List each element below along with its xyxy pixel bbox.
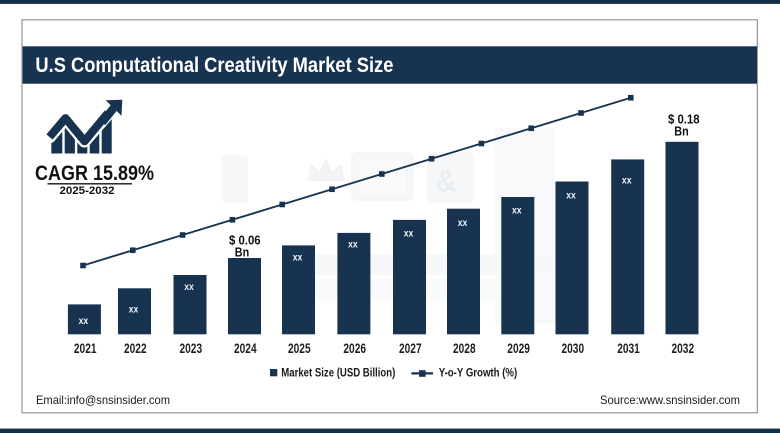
svg-text:xx: xx: [293, 252, 303, 264]
svg-text:xx: xx: [622, 174, 632, 186]
svg-text:&: &: [435, 165, 457, 198]
svg-text:Y-o-Y Growth (%): Y-o-Y Growth (%): [439, 368, 518, 380]
svg-text:xx: xx: [566, 190, 576, 202]
svg-text:$ 0.06: $ 0.06: [229, 234, 261, 248]
svg-text:2023: 2023: [180, 341, 203, 356]
svg-text:2030: 2030: [562, 341, 585, 356]
svg-text:2021: 2021: [74, 341, 97, 356]
svg-text:xx: xx: [184, 281, 194, 293]
svg-text:2026: 2026: [343, 341, 366, 356]
svg-text:Source:www.snsinsider.com: Source:www.snsinsider.com: [600, 394, 740, 407]
svg-text:xx: xx: [404, 228, 414, 240]
svg-text:$ 0.18: $ 0.18: [668, 112, 700, 126]
svg-text:2025: 2025: [288, 341, 311, 356]
svg-text:2032: 2032: [672, 341, 695, 356]
svg-text:2024: 2024: [234, 341, 257, 356]
svg-text:xx: xx: [348, 239, 358, 251]
svg-text:2025-2032: 2025-2032: [60, 185, 115, 197]
svg-text:Market Size (USD Billion): Market Size (USD Billion): [281, 368, 395, 380]
svg-text:xx: xx: [129, 304, 139, 316]
svg-text:Email:info@snsinsider.com: Email:info@snsinsider.com: [36, 394, 170, 407]
svg-text:xx: xx: [79, 315, 89, 327]
svg-text:2027: 2027: [399, 341, 422, 356]
svg-text:2028: 2028: [453, 341, 476, 356]
svg-text:2022: 2022: [124, 341, 147, 356]
svg-text:xx: xx: [458, 217, 468, 229]
svg-text:2031: 2031: [617, 341, 640, 356]
svg-text:Bn: Bn: [674, 124, 688, 138]
svg-text:2029: 2029: [507, 341, 530, 356]
svg-text:Bn: Bn: [235, 246, 249, 260]
svg-text:U.S Computational Creativity M: U.S Computational Creativity Market Size: [35, 54, 393, 77]
svg-text:CAGR 15.89%: CAGR 15.89%: [35, 162, 154, 185]
svg-text:xx: xx: [512, 205, 522, 217]
